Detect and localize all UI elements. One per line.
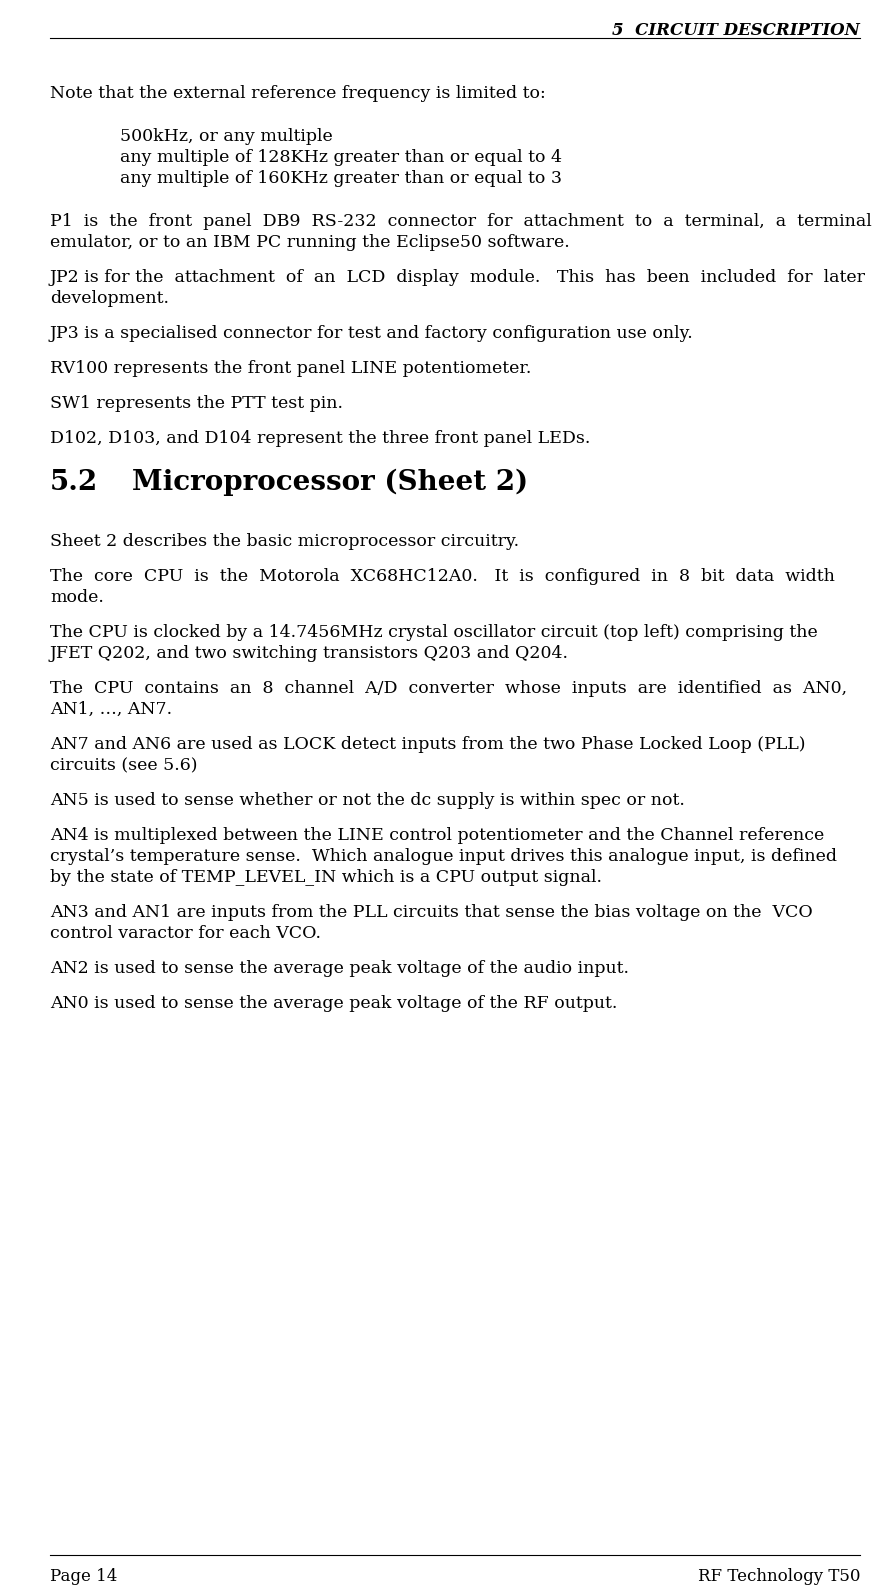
Text: RF Technology T50: RF Technology T50 [698,1567,860,1585]
Text: circuits (see 5.6): circuits (see 5.6) [50,757,197,774]
Text: D102, D103, and D104 represent the three front panel LEDs.: D102, D103, and D104 represent the three… [50,429,591,447]
Text: any multiple of 160KHz greater than or equal to 3: any multiple of 160KHz greater than or e… [120,171,562,187]
Text: 500kHz, or any multiple: 500kHz, or any multiple [120,128,333,145]
Text: AN7 and AN6 are used as LOCK detect inputs from the two Phase Locked Loop (PLL): AN7 and AN6 are used as LOCK detect inpu… [50,736,805,753]
Text: Microprocessor (Sheet 2): Microprocessor (Sheet 2) [132,469,528,496]
Text: AN1, …, AN7.: AN1, …, AN7. [50,701,172,718]
Text: AN2 is used to sense the average peak voltage of the audio input.: AN2 is used to sense the average peak vo… [50,961,629,977]
Text: 5  CIRCUIT DESCRIPTION: 5 CIRCUIT DESCRIPTION [612,22,860,38]
Text: by the state of TEMP_LEVEL_IN which is a CPU output signal.: by the state of TEMP_LEVEL_IN which is a… [50,868,602,886]
Text: SW1 represents the PTT test pin.: SW1 represents the PTT test pin. [50,394,343,412]
Text: AN4 is multiplexed between the LINE control potentiometer and the Channel refere: AN4 is multiplexed between the LINE cont… [50,827,824,844]
Text: control varactor for each VCO.: control varactor for each VCO. [50,926,321,942]
Text: emulator, or to an IBM PC running the Eclipse50 software.: emulator, or to an IBM PC running the Ec… [50,235,570,251]
Text: any multiple of 128KHz greater than or equal to 4: any multiple of 128KHz greater than or e… [120,148,562,166]
Text: The CPU is clocked by a 14.7456MHz crystal oscillator circuit (top left) compris: The CPU is clocked by a 14.7456MHz cryst… [50,624,818,642]
Text: Page 14: Page 14 [50,1567,118,1585]
Text: JP2 is for the  attachment  of  an  LCD  display  module.   This  has  been  inc: JP2 is for the attachment of an LCD disp… [50,270,866,286]
Text: JP3 is a specialised connector for test and factory configuration use only.: JP3 is a specialised connector for test … [50,326,694,342]
Text: mode.: mode. [50,589,103,606]
Text: AN0 is used to sense the average peak voltage of the RF output.: AN0 is used to sense the average peak vo… [50,994,617,1012]
Text: P1  is  the  front  panel  DB9  RS-232  connector  for  attachment  to  a  termi: P1 is the front panel DB9 RS-232 connect… [50,212,871,230]
Text: The  core  CPU  is  the  Motorola  XC68HC12A0.   It  is  configured  in  8  bit : The core CPU is the Motorola XC68HC12A0.… [50,568,835,586]
Text: AN5 is used to sense whether or not the dc supply is within spec or not.: AN5 is used to sense whether or not the … [50,792,685,809]
Text: AN3 and AN1 are inputs from the PLL circuits that sense the bias voltage on the : AN3 and AN1 are inputs from the PLL circ… [50,903,813,921]
Text: Note that the external reference frequency is limited to:: Note that the external reference frequen… [50,85,546,102]
Text: crystal’s temperature sense.  Which analogue input drives this analogue input, i: crystal’s temperature sense. Which analo… [50,847,837,865]
Text: The  CPU  contains  an  8  channel  A/D  converter  whose  inputs  are  identifi: The CPU contains an 8 channel A/D conver… [50,680,847,697]
Text: 5.2: 5.2 [50,469,98,496]
Text: JFET Q202, and two switching transistors Q203 and Q204.: JFET Q202, and two switching transistors… [50,645,569,662]
Text: Sheet 2 describes the basic microprocessor circuitry.: Sheet 2 describes the basic microprocess… [50,533,519,551]
Text: development.: development. [50,290,169,306]
Text: RV100 represents the front panel LINE potentiometer.: RV100 represents the front panel LINE po… [50,361,532,377]
